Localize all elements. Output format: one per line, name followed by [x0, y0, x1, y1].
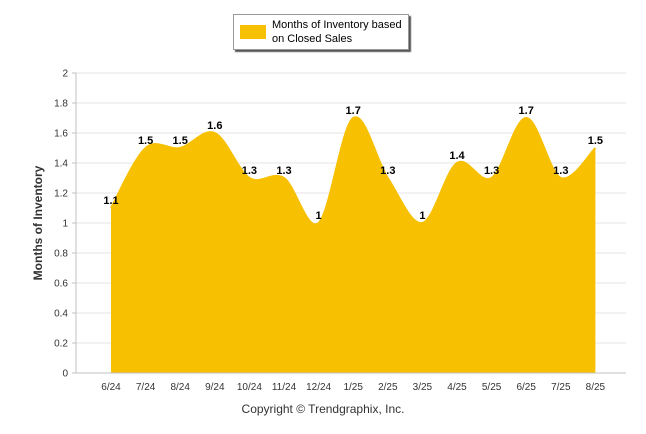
data-label: 1.3: [553, 165, 568, 177]
data-label: 1.3: [380, 165, 395, 177]
x-tick-label: 10/24: [237, 382, 262, 393]
copyright-text: Copyright © Trendgraphix, Inc.: [241, 402, 405, 416]
series-area: [110, 116, 597, 374]
y-tick-labels: 0 0.2 0.4 0.6 0.8 1 1.2 1.4 1.6 1.8 2: [54, 69, 68, 380]
y-tick-label: 1.4: [54, 159, 68, 170]
x-tick-label: 7/24: [136, 382, 156, 393]
x-tick-label: 8/24: [170, 382, 190, 393]
x-tick-label: 8/25: [586, 382, 606, 393]
legend-swatch: [240, 25, 266, 39]
data-label: 1.5: [173, 135, 188, 147]
data-label: 1.3: [276, 165, 291, 177]
x-tick-label: 1/25: [343, 382, 363, 393]
legend-label: Months of Inventory based on Closed Sale…: [272, 19, 402, 45]
y-tick-label: 0.4: [54, 309, 68, 320]
y-tick-label: 0: [62, 369, 68, 380]
data-label: 1.7: [346, 105, 361, 117]
data-label: 1.4: [449, 150, 465, 162]
data-label: 1.5: [588, 135, 603, 147]
y-tick-label: 0.8: [54, 249, 68, 260]
data-labels: 1.1 1.5 1.5 1.6 1.3 1.3 1 1.7 1.3 1 1.4 1.3 1.7 1.3 1.…: [103, 105, 603, 222]
data-label: 1.6: [207, 120, 222, 132]
y-axis-title: Months of Inventory: [31, 165, 45, 281]
y-tick-label: 0.6: [54, 279, 68, 290]
y-tick-label: 1.6: [54, 129, 68, 140]
data-label: 1.3: [484, 165, 499, 177]
y-tick-label: 0.2: [54, 339, 68, 350]
x-tick-label: 5/25: [482, 382, 502, 393]
x-tick-label: 6/24: [101, 382, 121, 393]
y-tick-label: 1.2: [54, 189, 68, 200]
x-tick-label: 11/24: [272, 382, 297, 393]
data-label: 1.5: [138, 135, 153, 147]
series-area-fill: [111, 117, 596, 374]
x-tick-label: 3/25: [413, 382, 433, 393]
x-tick-label: 6/25: [516, 382, 536, 393]
axes: [72, 72, 626, 374]
data-label: 1.1: [103, 195, 118, 207]
data-label: 1: [419, 210, 425, 222]
data-label: 1.3: [242, 165, 257, 177]
y-tick-label: 1: [62, 219, 68, 230]
data-label: 1: [316, 210, 322, 222]
x-tick-label: 9/24: [205, 382, 225, 393]
x-tick-label: 4/25: [447, 382, 467, 393]
data-label: 1.7: [519, 105, 534, 117]
x-tick-label: 7/25: [551, 382, 571, 393]
x-tick-label: 2/25: [378, 382, 398, 393]
y-tick-label: 2: [62, 69, 68, 80]
y-tick-label: 1.8: [54, 99, 68, 110]
legend: Months of Inventory based on Closed Sale…: [233, 14, 409, 50]
x-tick-labels: 6/24 7/24 8/24 9/24 10/24 11/24 12/24 1/25 2/25 3…: [101, 382, 605, 393]
x-tick-label: 12/24: [306, 382, 331, 393]
